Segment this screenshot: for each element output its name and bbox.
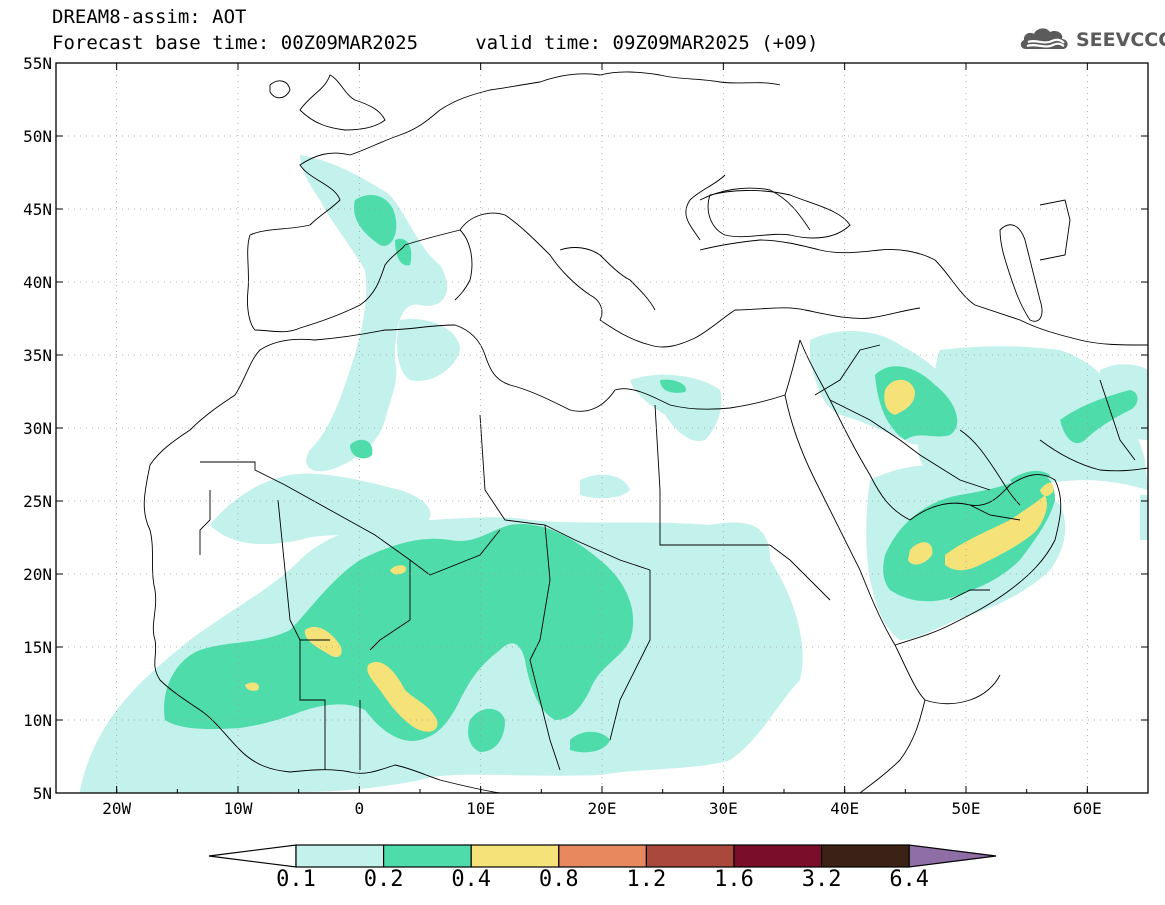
colorbar-box <box>820 844 910 868</box>
colorbar-label: 1.2 <box>626 867 667 892</box>
lon-label: 20W <box>102 799 131 818</box>
lat-label: 45N <box>23 200 52 219</box>
lon-label: 20E <box>588 799 617 818</box>
aot-level-0-2 <box>164 195 1138 753</box>
colorbar <box>208 844 997 868</box>
lat-label: 5N <box>33 784 52 803</box>
colorbar-label: 1.6 <box>714 867 754 892</box>
colorbar-label: 0.1 <box>276 867 316 892</box>
lon-label: 10W <box>224 799 253 818</box>
colorbar-box <box>470 844 560 868</box>
logo-text: SEEVCCC <box>1076 29 1165 51</box>
colorbar-upper-triangle <box>908 844 997 868</box>
aot-level-0-4 <box>245 379 1054 732</box>
colorbar-label: 0.4 <box>451 867 492 892</box>
colorbar-label: 0.2 <box>363 867 404 892</box>
lat-label: 30N <box>23 419 52 438</box>
title-line-2: Forecast base time: 00Z09MAR2025 valid t… <box>52 32 819 54</box>
lat-label: 55N <box>23 54 52 73</box>
coastlines-borders <box>143 71 1148 793</box>
colorbar-box <box>733 844 823 868</box>
map-axes: 55N 50N 45N 40N 35N 30N 25N 20N 15N 10N 5N 20W 10W 0 1… <box>23 54 1149 818</box>
lon-label: 40E <box>830 799 859 818</box>
colorbar-box <box>295 844 385 868</box>
lat-label: 15N <box>23 638 52 657</box>
lat-label: 20N <box>23 565 52 584</box>
lon-label: 30E <box>709 799 738 818</box>
lon-label: 0 <box>355 799 365 818</box>
map-gridlines <box>56 63 1148 793</box>
lon-label: 60E <box>1073 799 1102 818</box>
seevccc-logo: SEEVCCC <box>1018 24 1165 56</box>
lon-label: 50E <box>952 799 981 818</box>
lat-label: 35N <box>23 346 52 365</box>
colorbar-label: 0.8 <box>538 867 579 892</box>
cloud-logo-icon <box>1020 28 1068 49</box>
title-line-1: DREAM8-assim: AOT <box>52 6 247 28</box>
lat-label: 50N <box>23 127 52 146</box>
colorbar-box <box>383 844 472 868</box>
colorbar-box <box>558 844 647 868</box>
aot-field <box>80 155 1148 793</box>
lon-label: 10E <box>466 799 495 818</box>
lat-label: 40N <box>23 273 52 292</box>
colorbar-label: 6.4 <box>889 867 930 892</box>
lat-label: 25N <box>23 492 52 511</box>
colorbar-label: 3.2 <box>801 867 842 892</box>
colorbar-box <box>645 844 735 868</box>
colorbar-lower-triangle <box>208 844 297 868</box>
lat-label: 10N <box>23 711 52 730</box>
